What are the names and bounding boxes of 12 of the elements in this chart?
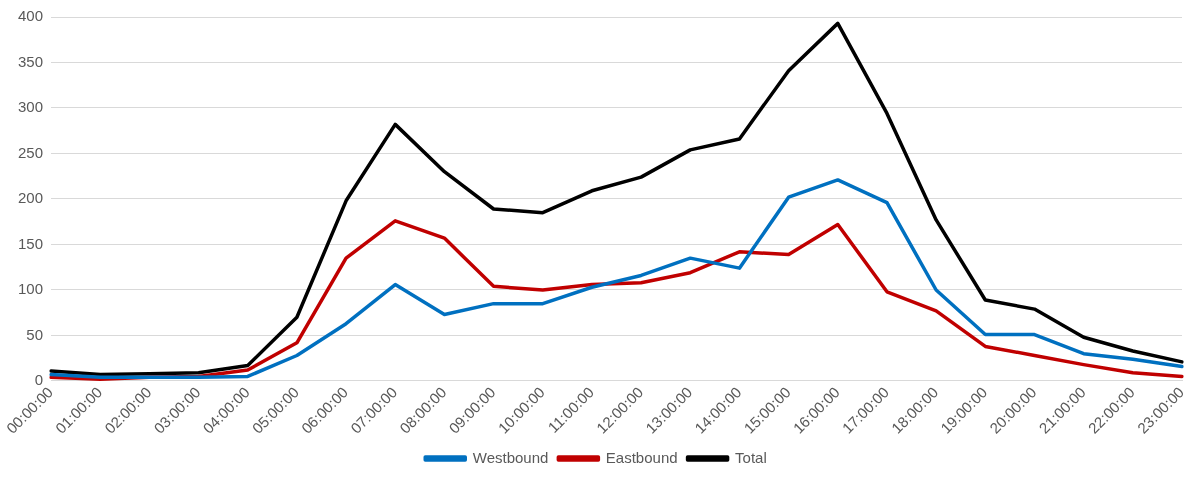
y-tick-label: 100 <box>18 280 44 298</box>
y-tick-label: 150 <box>18 234 44 252</box>
y-tick-label: 250 <box>18 143 44 161</box>
legend-label: Eastbound <box>605 448 678 466</box>
y-tick-label: 400 <box>18 7 44 25</box>
y-tick-label: 300 <box>18 98 44 116</box>
y-tick-label: 200 <box>18 189 44 207</box>
y-tick-label: 50 <box>26 325 44 343</box>
legend-label: Total <box>735 448 767 466</box>
legend-label: Westbound <box>472 448 549 466</box>
y-tick-label: 0 <box>34 371 44 389</box>
y-tick-label: 350 <box>18 52 44 70</box>
